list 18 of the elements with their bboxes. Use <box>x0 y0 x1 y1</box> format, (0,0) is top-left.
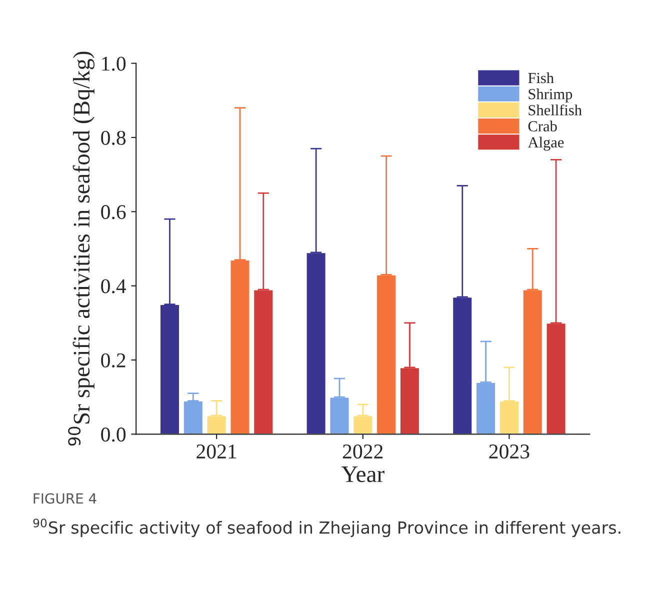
x-tick-label: 2022 <box>342 444 383 459</box>
y-tick-label: 0.2 <box>101 353 126 368</box>
y-tick-label: 1.0 <box>102 56 126 71</box>
y-tick-label: 0.0 <box>101 428 126 442</box>
x-tick-label: 2023 <box>489 444 530 459</box>
caption: FIGURE 4 <box>34 493 96 504</box>
legend-label: Shellfish <box>528 104 582 116</box>
legend-label: Fish <box>528 72 554 84</box>
legend-label: Algae <box>528 136 564 151</box>
y-tick-label: 0.4 <box>101 279 126 294</box>
y-tick-label: 0.8 <box>101 130 126 146</box>
legend-label: Shrimp <box>528 88 572 102</box>
y-tick-label: 0.6 <box>101 205 126 220</box>
legend-label: Crab <box>528 120 557 132</box>
x-tick-label: 2021 <box>196 444 236 459</box>
x-axis-title: Year <box>341 466 384 482</box>
y-axis-title: $^{90}$Sr specific activities in seafood (Bq/kg) <box>68 52 94 446</box>
text: $^{90}$Sr specific activity of seafood in Zhejiang Province in different years. <box>33 518 620 538</box>
